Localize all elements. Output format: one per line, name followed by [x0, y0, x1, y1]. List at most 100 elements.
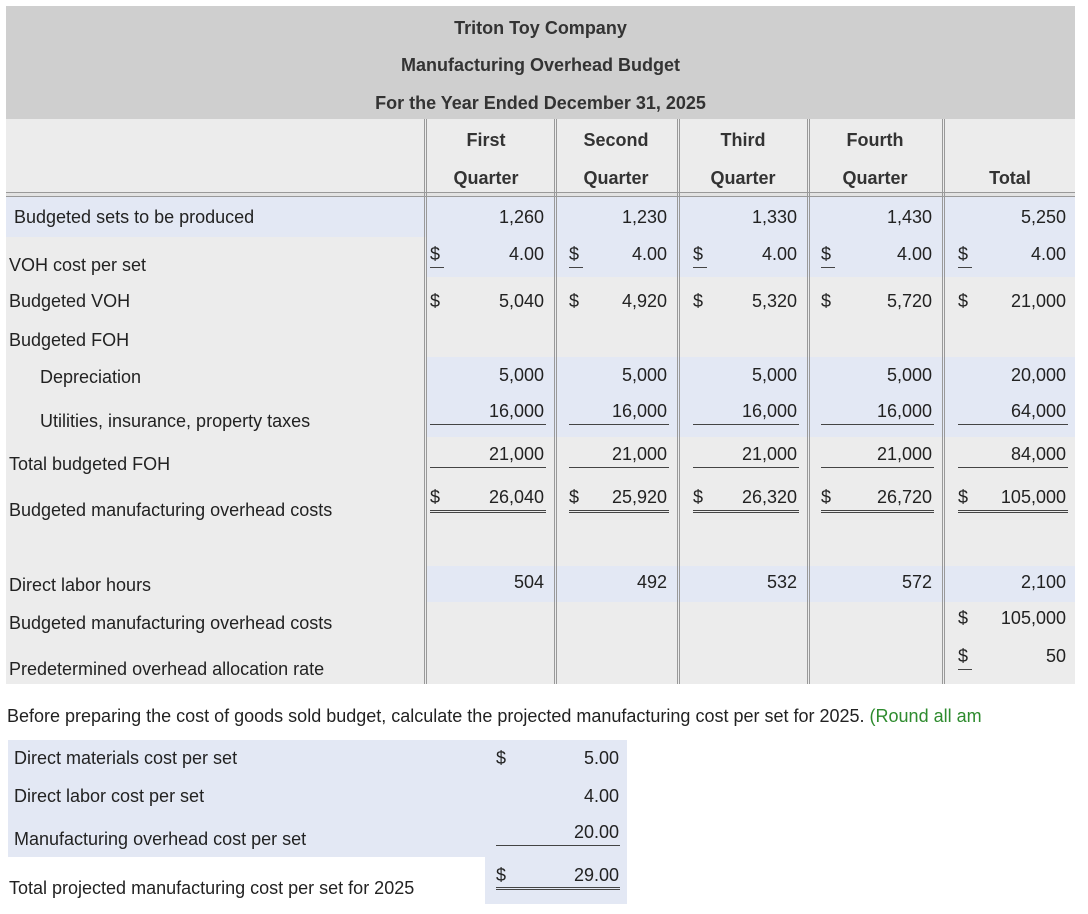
label-dm-cost: Direct materials cost per set	[14, 748, 238, 768]
cell-value: 16,000	[741, 401, 797, 421]
col-header-q2-line2: Quarter	[583, 168, 649, 188]
cell-value: 4,920	[621, 291, 667, 311]
col-header-q3-line2: Quarter	[710, 168, 776, 188]
cell-value: 532	[766, 572, 797, 592]
cell-value: 4.00	[761, 244, 797, 264]
dollar-sign: $	[958, 608, 969, 628]
cell-value: 16,000	[488, 401, 544, 421]
row-utilities	[6, 397, 426, 437]
instruction-hint: (Round all am	[869, 706, 982, 726]
dollar-sign: $	[430, 244, 441, 264]
col-header-q2-line1: Second	[583, 130, 649, 150]
label-budgeted-voh: Budgeted VOH	[9, 291, 131, 311]
col-header-q1-line1: First	[466, 130, 506, 150]
row-budgeted-foh	[6, 321, 1075, 357]
row-total-foh	[6, 437, 1075, 481]
cell-value: 64,000	[1010, 401, 1066, 421]
col-header-q4-line1: Fourth	[846, 130, 904, 150]
row-moh-costs2	[6, 602, 1075, 642]
label-utilities: Utilities, insurance, property taxes	[40, 411, 311, 431]
cell-value: 84,000	[1010, 444, 1066, 464]
cell-value: 21,000	[488, 444, 544, 464]
label-budgeted-foh: Budgeted FOH	[9, 330, 130, 350]
dollar-sign: $	[569, 291, 580, 311]
cell-value: 21,000	[741, 444, 797, 464]
cell-value: 16,000	[611, 401, 667, 421]
dollar-sign: $	[821, 291, 832, 311]
dollar-sign: $	[569, 487, 580, 507]
label-total-cost: Total projected manufacturing cost per s…	[9, 878, 415, 898]
cell-value: 20,000	[1010, 365, 1066, 385]
col-header-total: Total	[989, 168, 1031, 188]
dollar-sign: $	[693, 244, 704, 264]
label-poh-rate: Predetermined overhead allocation rate	[9, 659, 325, 679]
col-header-q3-line1: Third	[720, 130, 766, 150]
cell-value: 50	[1045, 646, 1066, 666]
label-moh-cost: Manufacturing overhead cost per set	[14, 829, 307, 849]
row-spacer	[6, 531, 1075, 566]
row-moh-costs	[6, 481, 1075, 531]
dollar-sign: $	[693, 487, 704, 507]
cell-value: 4.00	[508, 244, 544, 264]
cell-value: 5,720	[886, 291, 932, 311]
cell-value: 492	[636, 572, 667, 592]
cell-value: 21,000	[611, 444, 667, 464]
cost-values-column	[485, 740, 627, 904]
cell-value: 5,040	[498, 291, 544, 311]
dollar-sign: $	[821, 244, 832, 264]
cell-value: 572	[901, 572, 932, 592]
label-moh-costs: Budgeted manufacturing overhead costs	[9, 500, 333, 520]
title-band: Triton Toy Company Manufacturing Overhea…	[6, 6, 1075, 119]
cell-value: 26,320	[741, 487, 797, 507]
instruction-text: Before preparing the cost of goods sold …	[7, 706, 982, 726]
cell-value: 5,250	[1020, 207, 1066, 227]
cell-value: 5.00	[583, 748, 619, 768]
dollar-sign: $	[496, 748, 507, 768]
label-moh-costs2: Budgeted manufacturing overhead costs	[9, 613, 333, 633]
cell-value: 1,230	[621, 207, 667, 227]
cell-value: 4.00	[583, 786, 619, 806]
label-dl-cost: Direct labor cost per set	[14, 786, 205, 806]
dollar-sign: $	[958, 291, 969, 311]
cell-value: 21,000	[876, 444, 932, 464]
cell-value: 1,330	[751, 207, 797, 227]
cell-value: 504	[513, 572, 544, 592]
dollar-sign: $	[958, 487, 969, 507]
dollar-sign: $	[430, 487, 441, 507]
cell-value: 2,100	[1020, 572, 1066, 592]
cell-value: 1,430	[886, 207, 932, 227]
label-voh-per-set: VOH cost per set	[9, 255, 147, 275]
col-header-q1-line2: Quarter	[453, 168, 519, 188]
label-total-foh: Total budgeted FOH	[9, 454, 171, 474]
budget-title: Manufacturing Overhead Budget	[400, 55, 681, 75]
label-dlh: Direct labor hours	[9, 575, 152, 595]
cell-value: 21,000	[1010, 291, 1066, 311]
company-name: Triton Toy Company	[454, 18, 627, 38]
dollar-sign: $	[496, 865, 507, 885]
cell-value: 4.00	[1030, 244, 1066, 264]
cell-value: 26,720	[876, 487, 932, 507]
row-sets	[6, 197, 1075, 237]
cell-value: 20.00	[573, 822, 619, 842]
cell-value: 26,040	[488, 487, 544, 507]
cell-value: 29.00	[573, 865, 619, 885]
row-dl-cost	[8, 777, 485, 814]
cell-value: 5,000	[498, 365, 544, 385]
label-depreciation: Depreciation	[40, 367, 142, 387]
dollar-sign: $	[958, 244, 969, 264]
label-sets: Budgeted sets to be produced	[14, 207, 255, 227]
cell-value: 105,000	[1000, 487, 1066, 507]
budget-period: For the Year Ended December 31, 2025	[375, 93, 706, 113]
row-budgeted-voh	[6, 277, 1075, 321]
cell-value: 16,000	[876, 401, 932, 421]
cell-value: 5,000	[751, 365, 797, 385]
dollar-sign: $	[430, 291, 441, 311]
cell-value: 5,320	[751, 291, 797, 311]
cell-value: 5,000	[886, 365, 932, 385]
cell-value: 1,260	[498, 207, 544, 227]
col-header-q4-line2: Quarter	[842, 168, 908, 188]
dollar-sign: $	[693, 291, 704, 311]
dollar-sign: $	[958, 646, 969, 666]
cell-value: 25,920	[611, 487, 667, 507]
